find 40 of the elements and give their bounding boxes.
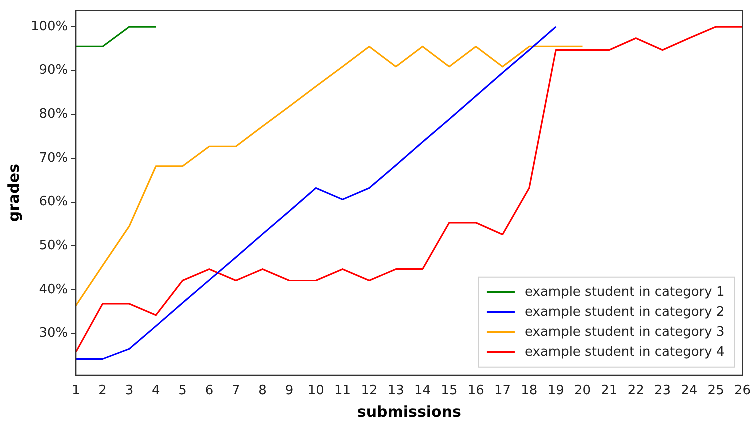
x-tick-label: 18 <box>521 384 538 399</box>
y-tick-label: 30% <box>39 326 68 342</box>
x-tick-label: 3 <box>125 384 134 399</box>
legend-label: example student in category 3 <box>524 324 725 340</box>
legend-label: example student in category 4 <box>524 344 725 360</box>
y-tick-label: 100% <box>30 19 68 34</box>
x-tick-label: 5 <box>178 384 187 399</box>
x-tick-label: 26 <box>734 384 751 399</box>
x-tick-label: 11 <box>334 384 352 399</box>
y-tick-label: 60% <box>39 194 68 210</box>
y-tick-label: 90% <box>39 63 68 78</box>
x-tick-label: 23 <box>654 384 672 399</box>
x-tick-label: 22 <box>628 384 644 399</box>
x-tick-label: 25 <box>708 384 724 399</box>
x-tick-label: 8 <box>258 384 267 399</box>
y-tick-label: 80% <box>39 107 68 122</box>
x-tick-label: 4 <box>152 384 160 399</box>
x-tick-label: 20 <box>574 384 592 399</box>
x-tick-label: 19 <box>548 384 564 399</box>
x-tick-label: 16 <box>468 384 484 399</box>
x-tick-label: 21 <box>601 384 618 399</box>
y-tick-label: 40% <box>39 282 68 298</box>
x-tick-label: 17 <box>494 384 512 399</box>
x-tick-label: 14 <box>414 384 432 399</box>
x-tick-label: 6 <box>205 384 214 399</box>
x-tick-label: 12 <box>361 384 378 399</box>
y-axis-title: grades <box>4 164 23 222</box>
x-tick-label: 1 <box>72 384 80 399</box>
y-tick-label: 70% <box>39 150 68 166</box>
x-tick-label: 10 <box>308 384 324 399</box>
x-tick-label: 15 <box>441 384 458 399</box>
y-tick-label: 50% <box>39 238 68 254</box>
x-tick-label: 7 <box>232 384 240 399</box>
legend-label: example student in category 1 <box>524 284 725 300</box>
legend-label: example student in category 2 <box>524 304 725 320</box>
x-tick-label: 9 <box>285 384 294 399</box>
x-tick-label: 24 <box>681 384 698 399</box>
x-axis-title: submissions <box>357 402 462 421</box>
x-tick-label: 2 <box>98 384 107 399</box>
x-tick-label: 13 <box>388 384 404 399</box>
